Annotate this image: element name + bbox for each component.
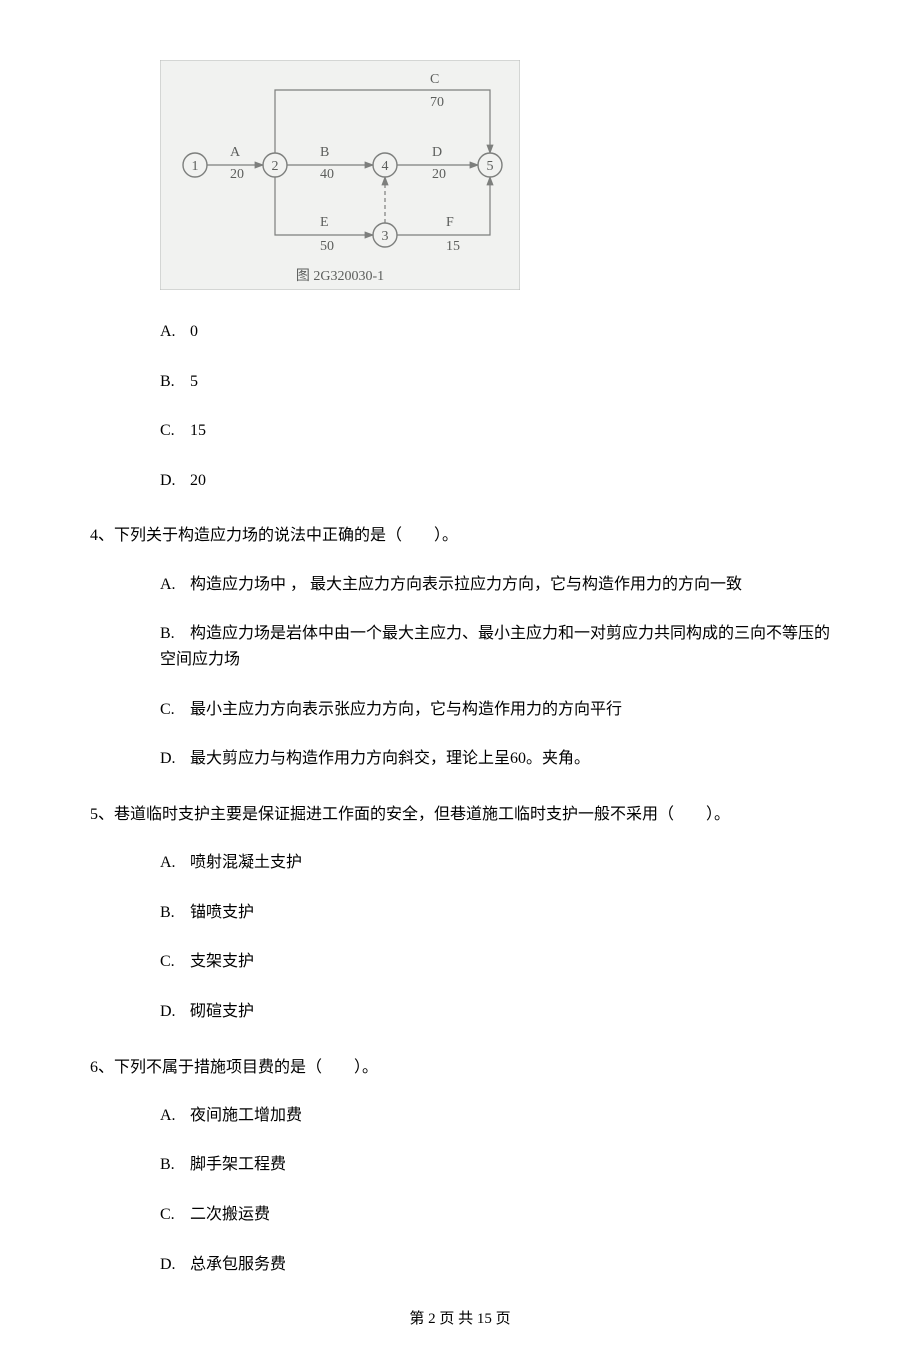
option-letter: C. <box>160 1202 186 1228</box>
option-letter: B. <box>160 369 186 395</box>
option-text: 锚喷支护 <box>190 904 254 921</box>
q5-option-A: A. 喷射混凝土支护 <box>160 850 830 876</box>
svg-text:40: 40 <box>320 167 334 182</box>
q3-option-B: B. 5 <box>160 369 830 395</box>
svg-text:C: C <box>430 72 439 87</box>
q3-diagram-container: A 20 B 40 D 20 C 70 E 50 F 15 1 2 3 4 5 图 2G320030-1 <box>160 60 830 295</box>
q4-option-C: C. 最小主应力方向表示张应力方向，它与构造作用力的方向平行 <box>160 697 830 723</box>
option-text: 最大剪应力与构造作用力方向斜交，理论上呈60。夹角。 <box>190 750 590 767</box>
option-text: 20 <box>190 472 206 489</box>
q5-option-C: C. 支架支护 <box>160 949 830 975</box>
network-diagram: A 20 B 40 D 20 C 70 E 50 F 15 1 2 3 4 5 图 2G320030-1 <box>160 60 520 290</box>
option-letter: A. <box>160 572 186 598</box>
svg-text:F: F <box>446 215 454 230</box>
svg-text:4: 4 <box>382 159 389 174</box>
option-text: 0 <box>190 323 198 340</box>
option-text: 夜间施工增加费 <box>190 1107 302 1124</box>
svg-text:E: E <box>320 215 329 230</box>
svg-text:2: 2 <box>272 159 279 174</box>
option-text: 总承包服务费 <box>190 1256 286 1273</box>
svg-text:70: 70 <box>430 95 444 110</box>
q4-stem: 4、下列关于构造应力场的说法中正确的是（ ）。 <box>90 521 830 551</box>
svg-text:D: D <box>432 145 442 160</box>
svg-text:15: 15 <box>446 239 460 254</box>
q4-option-A: A. 构造应力场中 ， 最大主应力方向表示拉应力方向，它与构造作用力的方向一致 <box>160 572 830 598</box>
option-text: 构造应力场是岩体中由一个最大主应力、最小主应力和一对剪应力共同构成的三向不等压的… <box>160 625 830 668</box>
option-text: 15 <box>190 422 206 439</box>
option-letter: C. <box>160 949 186 975</box>
svg-text:1: 1 <box>192 159 199 174</box>
q6-option-C: C. 二次搬运费 <box>160 1202 830 1228</box>
svg-text:A: A <box>230 145 241 160</box>
option-text: 脚手架工程费 <box>190 1156 286 1173</box>
option-letter: B. <box>160 1152 186 1178</box>
option-text: 喷射混凝土支护 <box>190 854 302 871</box>
q6-option-B: B. 脚手架工程费 <box>160 1152 830 1178</box>
q5-option-B: B. 锚喷支护 <box>160 900 830 926</box>
option-text: 支架支护 <box>190 953 254 970</box>
option-letter: B. <box>160 900 186 926</box>
q6-option-A: A. 夜间施工增加费 <box>160 1103 830 1129</box>
page-footer: 第 2 页 共 15 页 <box>90 1307 830 1328</box>
q4-option-D: D. 最大剪应力与构造作用力方向斜交，理论上呈60。夹角。 <box>160 746 830 772</box>
svg-text:图 2G320030-1: 图 2G320030-1 <box>296 269 384 284</box>
page-root: A20B40D20C70E50F1512345图 2G320030-1 A. 0… <box>0 0 920 1368</box>
option-letter: A. <box>160 850 186 876</box>
option-letter: B. <box>160 621 186 647</box>
option-text: 5 <box>190 373 198 390</box>
svg-text:5: 5 <box>487 159 494 174</box>
svg-text:3: 3 <box>382 229 389 244</box>
option-letter: A. <box>160 319 186 345</box>
q4-option-B: B. 构造应力场是岩体中由一个最大主应力、最小主应力和一对剪应力共同构成的三向不… <box>160 621 830 672</box>
svg-text:20: 20 <box>230 167 244 182</box>
option-letter: C. <box>160 697 186 723</box>
svg-text:20: 20 <box>432 167 446 182</box>
option-letter: A. <box>160 1103 186 1129</box>
q3-option-A: A. 0 <box>160 319 830 345</box>
option-text: 砌碹支护 <box>190 1003 254 1020</box>
q6-stem: 6、下列不属于措施项目费的是（ ）。 <box>90 1053 830 1083</box>
q5-option-D: D. 砌碹支护 <box>160 999 830 1025</box>
option-letter: C. <box>160 418 186 444</box>
q6-option-D: D. 总承包服务费 <box>160 1252 830 1278</box>
option-text: 构造应力场中 ， 最大主应力方向表示拉应力方向，它与构造作用力的方向一致 <box>190 576 742 593</box>
option-letter: D. <box>160 1252 186 1278</box>
svg-text:B: B <box>320 145 329 160</box>
svg-text:50: 50 <box>320 239 334 254</box>
option-text: 二次搬运费 <box>190 1206 270 1223</box>
q3-option-D: D. 20 <box>160 468 830 494</box>
option-text: 最小主应力方向表示张应力方向，它与构造作用力的方向平行 <box>190 701 622 718</box>
option-letter: D. <box>160 468 186 494</box>
q3-option-C: C. 15 <box>160 418 830 444</box>
option-letter: D. <box>160 999 186 1025</box>
q5-stem: 5、巷道临时支护主要是保证掘进工作面的安全，但巷道施工临时支护一般不采用（ ）。 <box>90 800 830 830</box>
option-letter: D. <box>160 746 186 772</box>
